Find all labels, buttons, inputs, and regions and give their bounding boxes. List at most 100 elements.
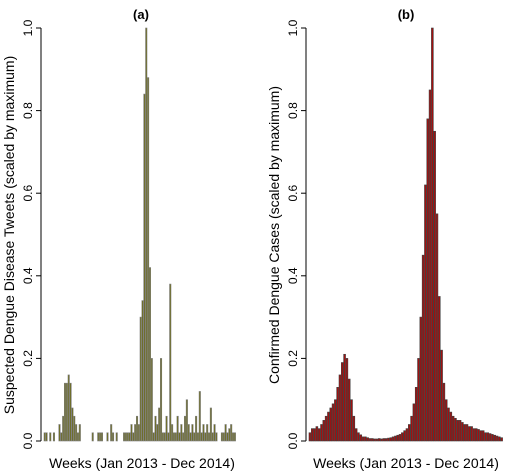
panel-b-bar [422, 255, 424, 441]
panel-a-bar [66, 383, 67, 441]
panel-b-bar [436, 214, 438, 441]
panel-a-bar [194, 433, 195, 441]
panel-a-bar [203, 424, 204, 441]
panel-b-bar [325, 416, 327, 441]
panel-b-bar [397, 435, 399, 441]
panel-a-bar [125, 433, 126, 441]
panel-a-bar [160, 358, 161, 441]
panel-a-bar [184, 416, 185, 441]
panel-a-bar [72, 408, 73, 441]
panel-b-bar [381, 439, 383, 441]
panel-b-bar [418, 358, 420, 441]
panel-b-bar [461, 422, 463, 441]
panel-b-bar [378, 439, 380, 441]
panel-b-bar [383, 439, 385, 441]
panel-b-bar [385, 439, 387, 441]
panel-b-bar [464, 424, 466, 441]
panel-a-bar [171, 424, 172, 441]
panel-b-bar [358, 433, 360, 441]
panel-a-bar [181, 424, 182, 441]
panel-a-bar [190, 433, 191, 441]
panel-b-bar [489, 434, 491, 441]
panel-b-bar [364, 437, 366, 441]
panel-b-bar [367, 438, 369, 441]
panel-a-bars [44, 28, 236, 441]
panel-a-y-tick-label: 0.4 [21, 267, 35, 284]
panel-b-bar [360, 435, 362, 441]
panel-b-bar [399, 434, 401, 441]
panel-a-bar [64, 383, 65, 441]
panel-a-bar [144, 94, 145, 441]
panel-b-bar [429, 90, 431, 441]
panel-a-bar [195, 416, 196, 441]
panel-a-bar [127, 433, 128, 441]
panel-a-bar [197, 433, 198, 441]
panel-a-bar [234, 433, 235, 441]
panel-b-bar [408, 424, 410, 441]
panel-b-bar [376, 439, 378, 441]
panel-a-bar [147, 78, 148, 441]
panel-a-bar [79, 424, 80, 441]
panel-b-bar [314, 429, 316, 441]
panel-b-bar [351, 400, 353, 441]
panel-a-bar [92, 433, 93, 441]
panel-a-bar [179, 433, 180, 441]
panel-b-bar [480, 431, 482, 441]
panel-a-bar [166, 416, 167, 441]
panel-a-bar [112, 433, 113, 441]
panel-b-bar [346, 358, 348, 441]
panel-b-bar [371, 439, 373, 441]
panel-a-bar [186, 400, 187, 441]
panel-b-y-tick-label: 0.6 [286, 185, 300, 202]
panel-a-bar [75, 424, 76, 441]
panel-a-bar [153, 433, 154, 441]
panel-b-y-tick-label: 0.4 [286, 267, 300, 284]
panel-b-bar [496, 436, 498, 441]
panel-a-bar [232, 433, 233, 441]
panel-a-bar [138, 424, 139, 441]
panel-b-y-tick-label: 0.8 [286, 102, 300, 119]
panel-b-bar [420, 317, 422, 441]
panel-a-bar [199, 391, 200, 441]
panel-a-bar [46, 433, 47, 441]
panel-b-bar [434, 131, 436, 441]
panel-b-bar [457, 420, 459, 441]
panel-a-bar [230, 424, 231, 441]
panel-b-bar [424, 185, 426, 441]
panel-b-bar [323, 420, 325, 441]
panel-b-bar [415, 387, 417, 441]
panel-b-bar [339, 375, 341, 441]
panel-b-bar [438, 296, 440, 441]
panel-a-bar [177, 416, 178, 441]
panel-a-bar [70, 383, 71, 441]
panel-b-bar [353, 416, 355, 441]
panel-a-bar [210, 408, 211, 441]
panel-a-bar [155, 416, 156, 441]
panel-b-bar [487, 433, 489, 441]
panel-a: (a) 0.0 0.2 0.4 0.6 0.8 1.0 Weeks (Jan 2013 -… [1, 7, 236, 471]
panel-a-bar [134, 424, 135, 441]
panel-b-bar [450, 412, 452, 441]
panel-b-y-tick-label: 0.0 [286, 432, 300, 449]
panel-a-bar [123, 433, 124, 441]
panel-b-bar [311, 429, 313, 441]
panel-b-bar [459, 420, 461, 441]
panel-b-bar [491, 434, 493, 441]
panel-a-bar [136, 416, 137, 441]
panel-a-bar [101, 433, 102, 441]
panel-a-bar [188, 424, 189, 441]
panel-a-y-tick-label: 0.0 [21, 432, 35, 449]
panel-b-y-ticks: 0.0 0.2 0.4 0.6 0.8 1.0 [286, 19, 306, 449]
panel-b-bar [452, 416, 454, 441]
panel-a-bar [182, 433, 183, 441]
panel-a-bar [146, 28, 147, 441]
panel-a-bar [129, 433, 130, 441]
panel-b-bars [309, 28, 503, 441]
panel-a-bar [131, 424, 132, 441]
panel-b-y-tick-label: 0.2 [286, 350, 300, 367]
panel-b-bar [431, 28, 433, 441]
panel-a-bar [170, 284, 171, 441]
panel-a-bar [227, 433, 228, 441]
panel-b-bar [411, 416, 413, 441]
panel-b-bar [394, 436, 396, 441]
